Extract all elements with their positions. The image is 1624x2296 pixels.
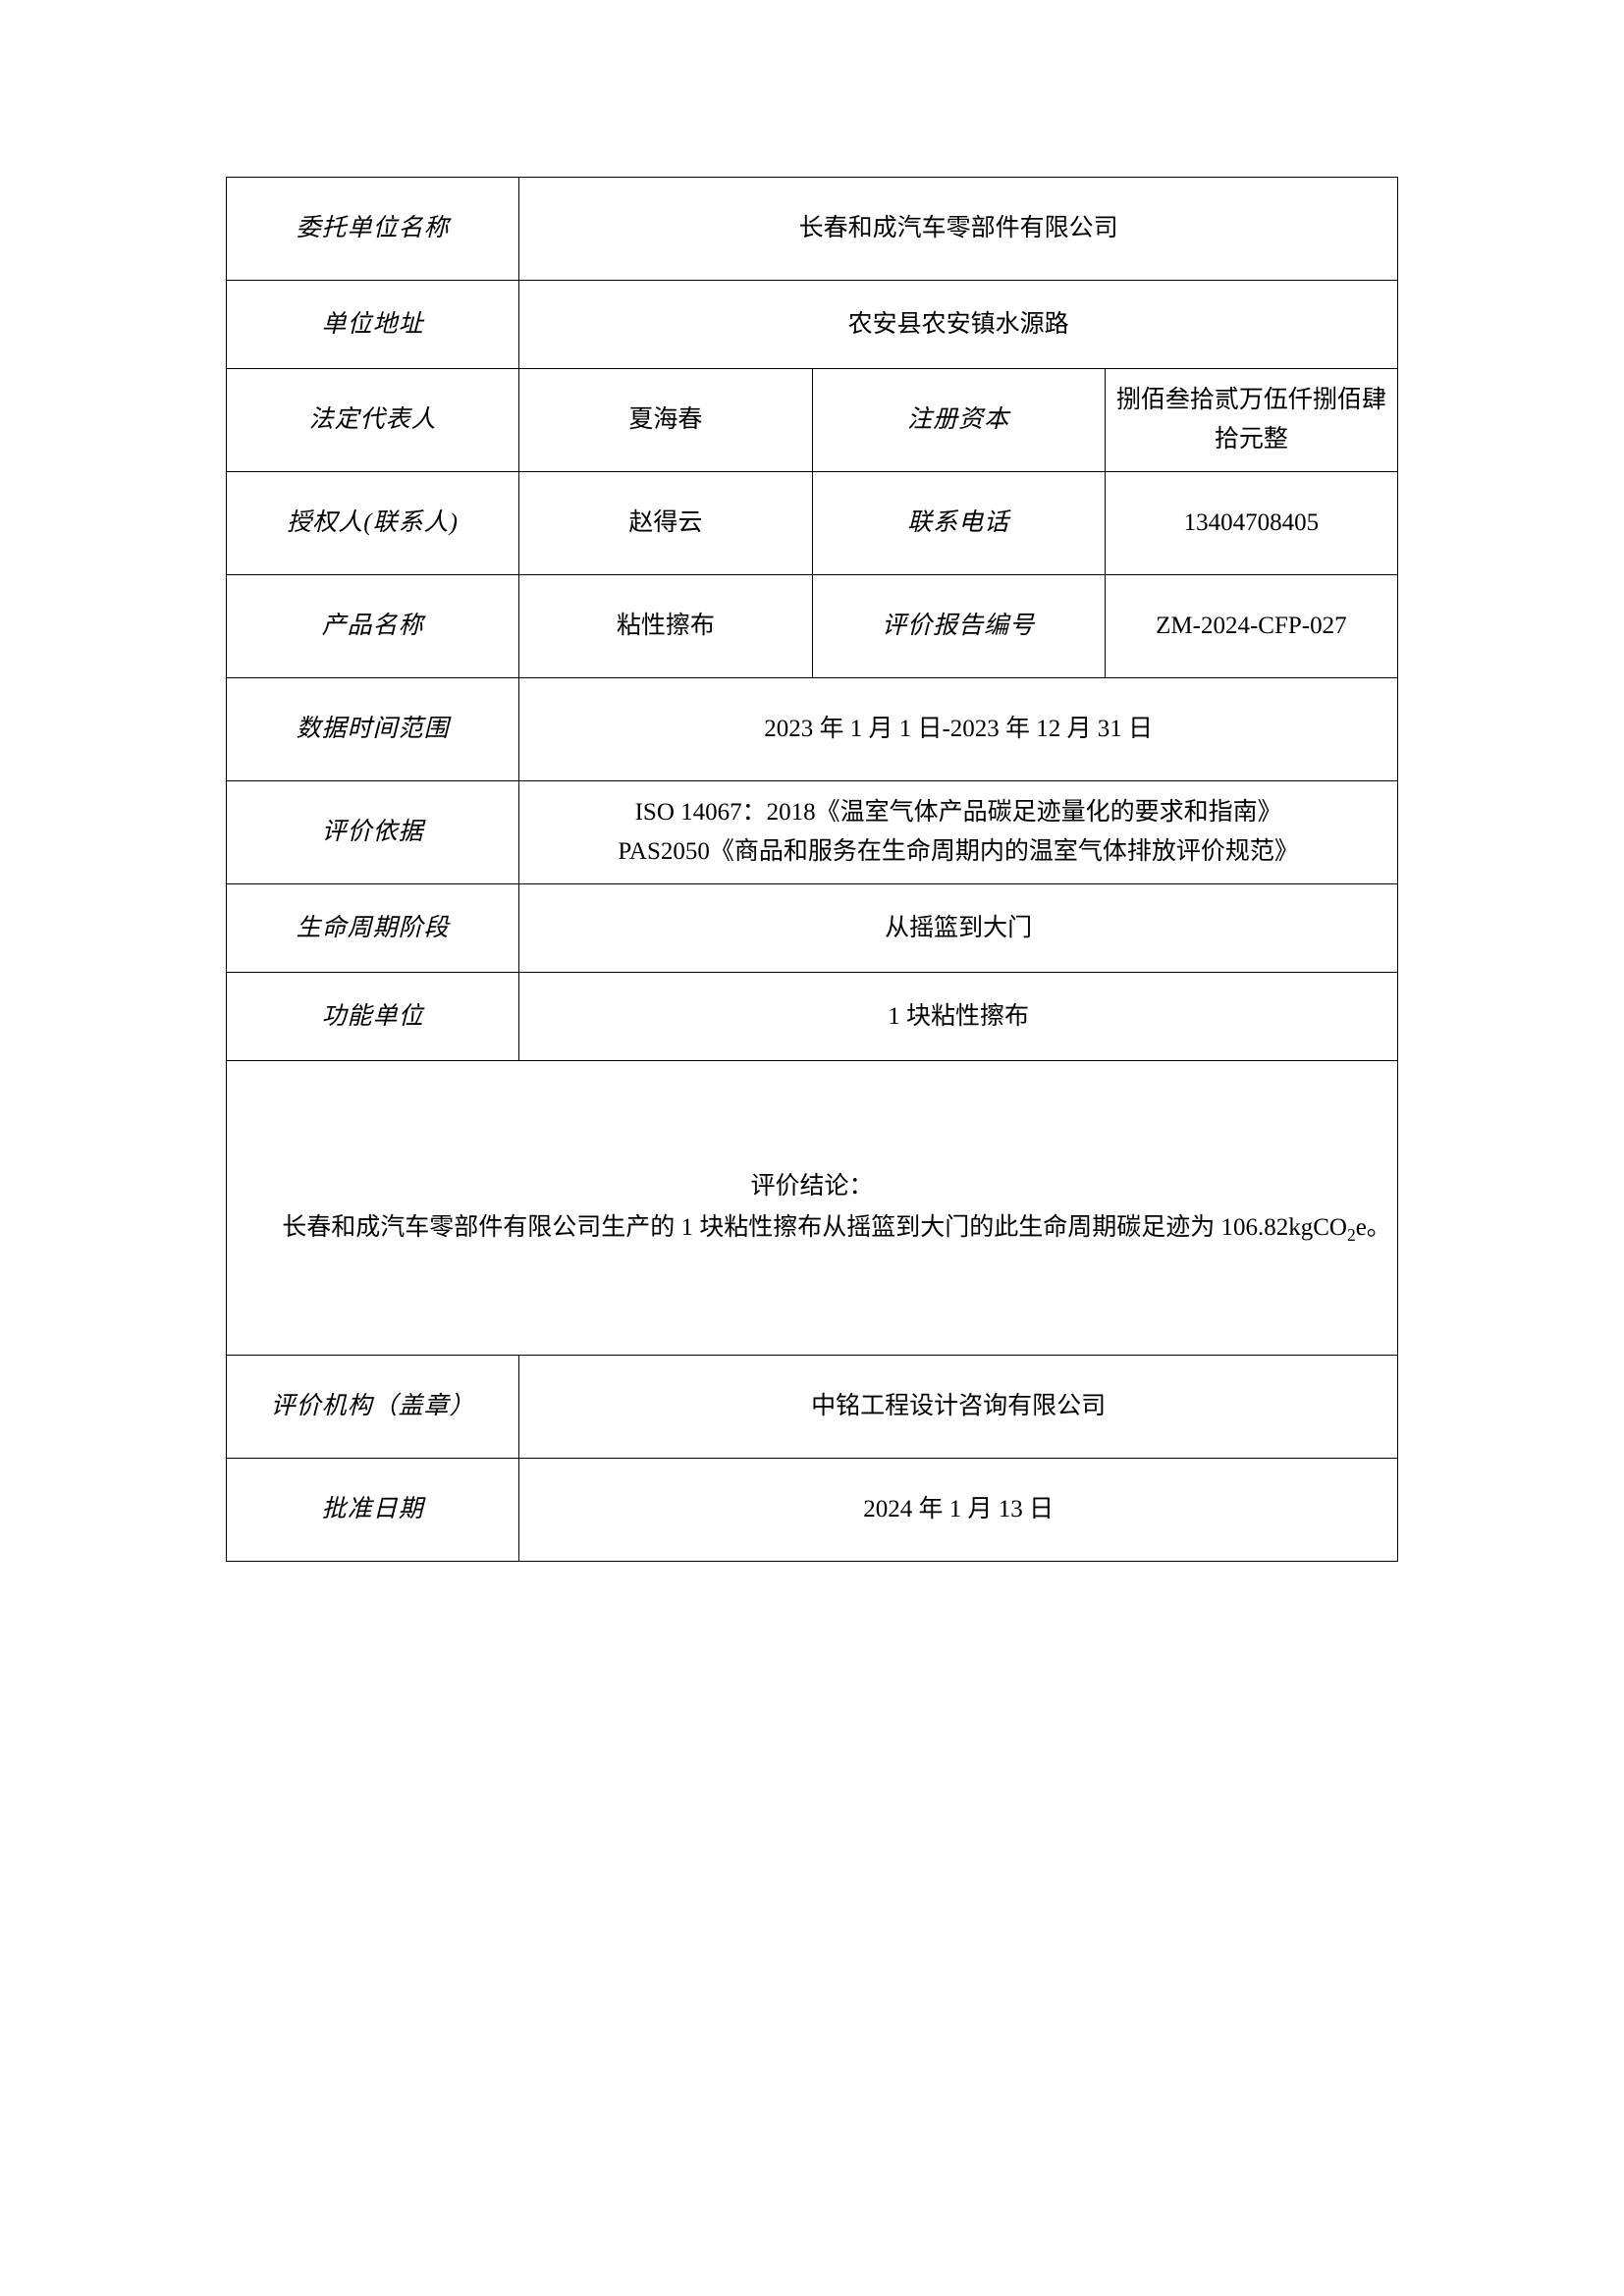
basis-line2: PAS2050《商品和服务在生命周期内的温室气体排放评价规范》 bbox=[618, 838, 1299, 865]
basis-line1: ISO 14067：2018《温室气体产品碳足迹量化的要求和指南》 bbox=[635, 799, 1282, 826]
report-no-value: ZM-2024-CFP-027 bbox=[1105, 575, 1397, 678]
conclusion-title: 评价结论： bbox=[227, 1167, 1397, 1206]
reg-capital-value: 捌佰叁拾贰万伍仟捌佰肆拾元整 bbox=[1105, 369, 1397, 472]
address-value: 农安县农安镇水源路 bbox=[519, 281, 1398, 369]
auth-person-value: 赵得云 bbox=[519, 472, 812, 575]
table-row: 产品名称 粘性擦布 评价报告编号 ZM-2024-CFP-027 bbox=[227, 575, 1398, 678]
table-row: 批准日期 2024 年 1 月 13 日 bbox=[227, 1459, 1398, 1562]
approve-date-label: 批准日期 bbox=[227, 1459, 519, 1562]
report-no-label: 评价报告编号 bbox=[812, 575, 1105, 678]
phone-value: 13404708405 bbox=[1105, 472, 1397, 575]
legal-rep-value: 夏海春 bbox=[519, 369, 812, 472]
product-name-value: 粘性擦布 bbox=[519, 575, 812, 678]
table-row: 功能单位 1 块粘性擦布 bbox=[227, 973, 1398, 1061]
conclusion-body-pre: 长春和成汽车零部件有限公司生产的 1 块粘性擦布从摇篮到大门的此生命周期碳足迹为… bbox=[282, 1214, 1347, 1241]
table-row: 评价结论： 长春和成汽车零部件有限公司生产的 1 块粘性擦布从摇篮到大门的此生命… bbox=[227, 1061, 1398, 1356]
table-row: 委托单位名称 长春和成汽车零部件有限公司 bbox=[227, 178, 1398, 281]
product-name-label: 产品名称 bbox=[227, 575, 519, 678]
func-unit-label: 功能单位 bbox=[227, 973, 519, 1061]
func-unit-value: 1 块粘性擦布 bbox=[519, 973, 1398, 1061]
approve-date-value: 2024 年 1 月 13 日 bbox=[519, 1459, 1398, 1562]
client-name-value: 长春和成汽车零部件有限公司 bbox=[519, 178, 1398, 281]
reg-capital-label: 注册资本 bbox=[812, 369, 1105, 472]
data-period-label: 数据时间范围 bbox=[227, 678, 519, 781]
basis-value: ISO 14067：2018《温室气体产品碳足迹量化的要求和指南》 PAS205… bbox=[519, 781, 1398, 884]
table-row: 评价机构（盖章） 中铭工程设计咨询有限公司 bbox=[227, 1356, 1398, 1459]
conclusion-body-sub: 2 bbox=[1347, 1225, 1356, 1245]
report-table: 委托单位名称 长春和成汽车零部件有限公司 单位地址 农安县农安镇水源路 法定代表… bbox=[226, 177, 1398, 1562]
conclusion-cell: 评价结论： 长春和成汽车零部件有限公司生产的 1 块粘性擦布从摇篮到大门的此生命… bbox=[227, 1061, 1398, 1356]
eval-org-label: 评价机构（盖章） bbox=[227, 1356, 519, 1459]
lifecycle-label: 生命周期阶段 bbox=[227, 884, 519, 973]
conclusion-body: 长春和成汽车零部件有限公司生产的 1 块粘性擦布从摇篮到大门的此生命周期碳足迹为… bbox=[227, 1208, 1397, 1249]
table-row: 生命周期阶段 从摇篮到大门 bbox=[227, 884, 1398, 973]
table-row: 授权人(联系人) 赵得云 联系电话 13404708405 bbox=[227, 472, 1398, 575]
client-name-label: 委托单位名称 bbox=[227, 178, 519, 281]
legal-rep-label: 法定代表人 bbox=[227, 369, 519, 472]
table-row: 法定代表人 夏海春 注册资本 捌佰叁拾贰万伍仟捌佰肆拾元整 bbox=[227, 369, 1398, 472]
table-row: 单位地址 农安县农安镇水源路 bbox=[227, 281, 1398, 369]
conclusion-body-post: e。 bbox=[1356, 1214, 1391, 1241]
table-row: 数据时间范围 2023 年 1 月 1 日-2023 年 12 月 31 日 bbox=[227, 678, 1398, 781]
lifecycle-value: 从摇篮到大门 bbox=[519, 884, 1398, 973]
eval-org-value: 中铭工程设计咨询有限公司 bbox=[519, 1356, 1398, 1459]
page-container: 委托单位名称 长春和成汽车零部件有限公司 单位地址 农安县农安镇水源路 法定代表… bbox=[0, 0, 1624, 1562]
table-row: 评价依据 ISO 14067：2018《温室气体产品碳足迹量化的要求和指南》 P… bbox=[227, 781, 1398, 884]
phone-label: 联系电话 bbox=[812, 472, 1105, 575]
address-label: 单位地址 bbox=[227, 281, 519, 369]
basis-label: 评价依据 bbox=[227, 781, 519, 884]
data-period-value: 2023 年 1 月 1 日-2023 年 12 月 31 日 bbox=[519, 678, 1398, 781]
auth-person-label: 授权人(联系人) bbox=[227, 472, 519, 575]
